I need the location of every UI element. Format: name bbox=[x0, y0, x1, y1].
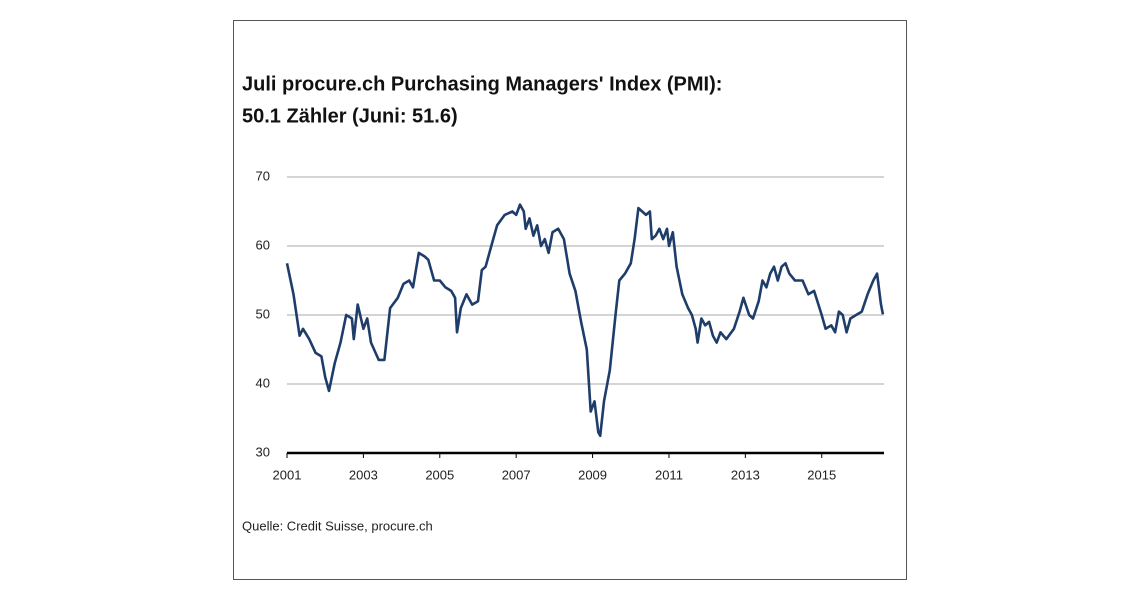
x-tick-label: 2011 bbox=[655, 467, 683, 482]
x-tick-label: 2015 bbox=[807, 467, 836, 482]
y-tick-label: 70 bbox=[256, 168, 270, 183]
x-tick-label: 2001 bbox=[273, 467, 302, 482]
x-tick-label: 2007 bbox=[502, 467, 531, 482]
y-tick-label: 30 bbox=[256, 444, 270, 459]
x-tick-label: 2013 bbox=[731, 467, 760, 482]
source-note: Quelle: Credit Suisse, procure.ch bbox=[242, 518, 433, 533]
y-tick-label: 60 bbox=[256, 237, 270, 252]
x-tick-label: 2009 bbox=[578, 467, 607, 482]
chart-title: 50.1 Zähler (Juni: 51.6) bbox=[242, 105, 458, 127]
y-tick-label: 50 bbox=[256, 306, 270, 321]
y-tick-label: 40 bbox=[256, 375, 270, 390]
chart-title: Juli procure.ch Purchasing Managers' Ind… bbox=[242, 73, 722, 95]
x-tick-label: 2005 bbox=[425, 467, 454, 482]
x-tick-label: 2003 bbox=[349, 467, 378, 482]
line-series bbox=[285, 203, 885, 438]
frame bbox=[233, 20, 907, 580]
